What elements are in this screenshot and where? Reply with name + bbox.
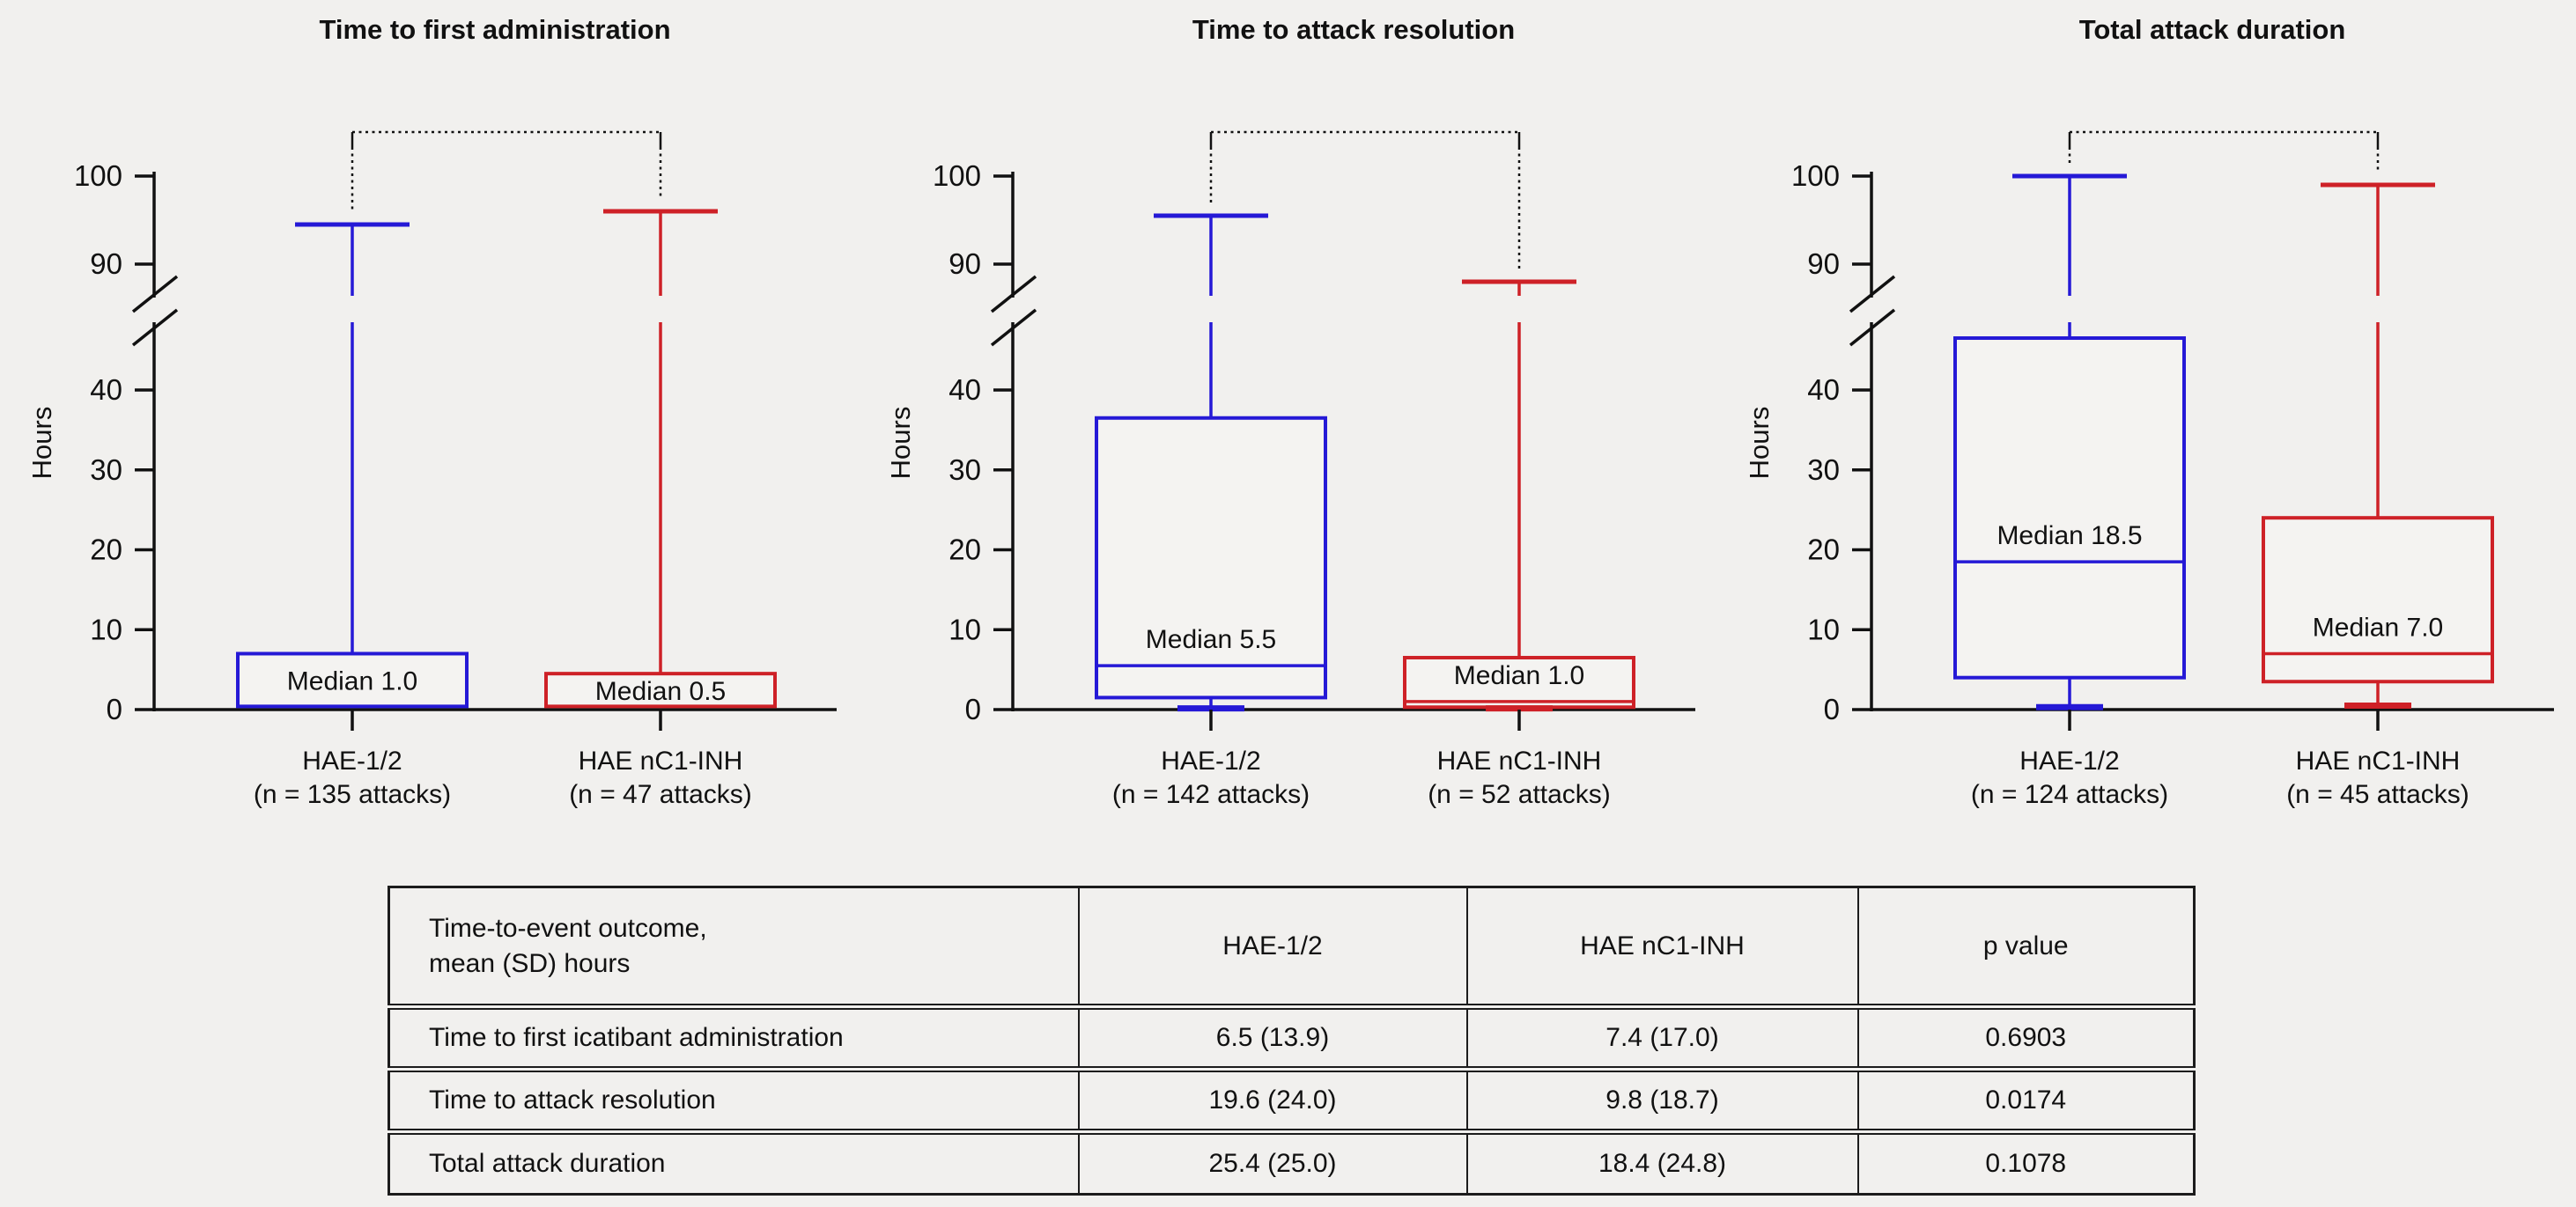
median-label: Median 7.0 bbox=[2313, 613, 2443, 642]
group-n-label: (n = 124 attacks) bbox=[1971, 780, 2168, 809]
header-outcome-line2: mean (SD) hours bbox=[429, 948, 631, 978]
y-tick-label: 10 bbox=[1807, 613, 1840, 645]
cell-p-value: 0.1078 bbox=[1856, 1131, 2195, 1195]
y-tick-label: 20 bbox=[1807, 534, 1840, 566]
median-label: Median 5.5 bbox=[1146, 625, 1276, 654]
box-HAE-1/2 bbox=[236, 651, 469, 709]
boxplot-svg: Total attack duration Hours 0 10 20 30 40 90 100… bbox=[1744, 14, 2554, 809]
axis-break-slash bbox=[131, 275, 179, 313]
table-row: Total attack duration 25.4 (25.0) 18.4 (… bbox=[388, 1131, 2195, 1195]
group-label: HAE nC1-INH bbox=[579, 747, 743, 776]
box-HAE nC1-INH bbox=[544, 672, 777, 709]
row-label: Time to first icatibant administration bbox=[429, 1023, 844, 1052]
y-tick-label: 100 bbox=[933, 159, 981, 192]
table-row: Time to first icatibant administration 6… bbox=[388, 1006, 2195, 1070]
axis-break-slash bbox=[1849, 308, 1896, 347]
header-outcome: Time-to-event outcome, mean (SD) hours bbox=[389, 887, 1079, 1007]
y-tick-label: 30 bbox=[948, 453, 981, 486]
median-label: Median 18.5 bbox=[1997, 521, 2142, 550]
y-tick-label: 30 bbox=[1807, 453, 1840, 486]
group-label: HAE-1/2 bbox=[302, 747, 402, 776]
median-label: Median 1.0 bbox=[1454, 661, 1584, 690]
cell-hae12: 19.6 (24.0) bbox=[1077, 1069, 1467, 1132]
panel-total-attack-duration: Total attack duration Hours 0 10 20 30 40 90 100… bbox=[1717, 0, 2576, 845]
group-n-label: (n = 45 attacks) bbox=[2286, 780, 2469, 809]
group-label: HAE-1/2 bbox=[2019, 747, 2119, 776]
row-label: Total attack duration bbox=[429, 1149, 666, 1178]
y-tick-label: 0 bbox=[965, 693, 981, 725]
box-HAE nC1-INH bbox=[1403, 656, 1635, 710]
group-n-label: (n = 47 attacks) bbox=[569, 780, 752, 809]
panel-time-to-attack-resolution: Time to attack resolution Hours 0 10 20 30 40 9… bbox=[859, 0, 1717, 845]
cell-hae12: 6.5 (13.9) bbox=[1077, 1006, 1467, 1070]
y-tick-label: 100 bbox=[1791, 159, 1840, 192]
y-tick-label: 40 bbox=[1807, 373, 1840, 406]
axis-break-slash bbox=[990, 308, 1037, 347]
y-axis-label: Hours bbox=[1744, 407, 1775, 480]
header-hae-nc1-inh: HAE nC1-INH bbox=[1465, 887, 1858, 1007]
y-tick-label: 90 bbox=[1807, 247, 1840, 280]
y-tick-label: 30 bbox=[90, 453, 122, 486]
y-tick-label: 90 bbox=[948, 247, 981, 280]
y-tick-label: 0 bbox=[1824, 693, 1840, 725]
axis-break-slash bbox=[131, 308, 179, 347]
y-tick-label: 10 bbox=[90, 613, 122, 645]
y-axis-label: Hours bbox=[26, 407, 57, 480]
table-row: Time to attack resolution 19.6 (24.0) 9.… bbox=[388, 1069, 2195, 1132]
axis-break-slash bbox=[1849, 275, 1896, 313]
table-header-row: Time-to-event outcome, mean (SD) hours H… bbox=[389, 887, 2195, 1007]
group-n-label: (n = 52 attacks) bbox=[1428, 780, 1611, 809]
summary-table-container: Time-to-event outcome, mean (SD) hours H… bbox=[388, 886, 2196, 1196]
y-tick-label: 0 bbox=[107, 693, 122, 725]
panel-time-to-first-administration: Time to first administration Hours 0 10 20 30… bbox=[0, 0, 859, 845]
cell-hae-nc1-inh: 18.4 (24.8) bbox=[1465, 1131, 1858, 1195]
box-HAE nC1-INH bbox=[2262, 516, 2494, 684]
y-tick-label: 10 bbox=[948, 613, 981, 645]
header-p-value: p value bbox=[1856, 887, 2195, 1007]
y-tick-label: 20 bbox=[90, 534, 122, 566]
y-tick-label: 20 bbox=[948, 534, 981, 566]
row-label: Time to attack resolution bbox=[429, 1086, 716, 1115]
y-tick-label: 40 bbox=[948, 373, 981, 406]
header-hae12: HAE-1/2 bbox=[1077, 887, 1467, 1007]
cell-hae-nc1-inh: 7.4 (17.0) bbox=[1465, 1006, 1858, 1070]
panel-title: Total attack duration bbox=[2079, 14, 2346, 45]
boxplot-svg: Time to attack resolution Hours 0 10 20 30 40 9… bbox=[885, 14, 1695, 809]
y-tick-label: 40 bbox=[90, 373, 122, 406]
group-label: HAE nC1-INH bbox=[1437, 747, 1602, 776]
group-label: HAE nC1-INH bbox=[2296, 747, 2461, 776]
group-label: HAE-1/2 bbox=[1161, 747, 1260, 776]
y-tick-label: 90 bbox=[90, 247, 122, 280]
axis-break-slash bbox=[990, 275, 1037, 313]
panel-title: Time to attack resolution bbox=[1192, 14, 1515, 45]
cell-p-value: 0.6903 bbox=[1856, 1006, 2195, 1070]
summary-table: Time-to-event outcome, mean (SD) hours H… bbox=[388, 886, 2196, 1196]
boxplot-svg: Time to first administration Hours 0 10 20 30… bbox=[26, 14, 837, 809]
median-label: Median 0.5 bbox=[595, 677, 726, 706]
y-axis-label: Hours bbox=[885, 407, 916, 480]
group-n-label: (n = 135 attacks) bbox=[254, 780, 451, 809]
median-label: Median 1.0 bbox=[287, 666, 417, 695]
group-n-label: (n = 142 attacks) bbox=[1112, 780, 1310, 809]
y-tick-label: 100 bbox=[74, 159, 122, 192]
cell-p-value: 0.0174 bbox=[1856, 1069, 2195, 1132]
box-HAE-1/2 bbox=[1953, 336, 2186, 680]
cell-hae12: 25.4 (25.0) bbox=[1077, 1131, 1467, 1195]
panel-title: Time to first administration bbox=[319, 14, 670, 45]
cell-hae-nc1-inh: 9.8 (18.7) bbox=[1465, 1069, 1858, 1132]
box-HAE-1/2 bbox=[1095, 416, 1327, 700]
header-outcome-line1: Time-to-event outcome, bbox=[429, 913, 707, 943]
